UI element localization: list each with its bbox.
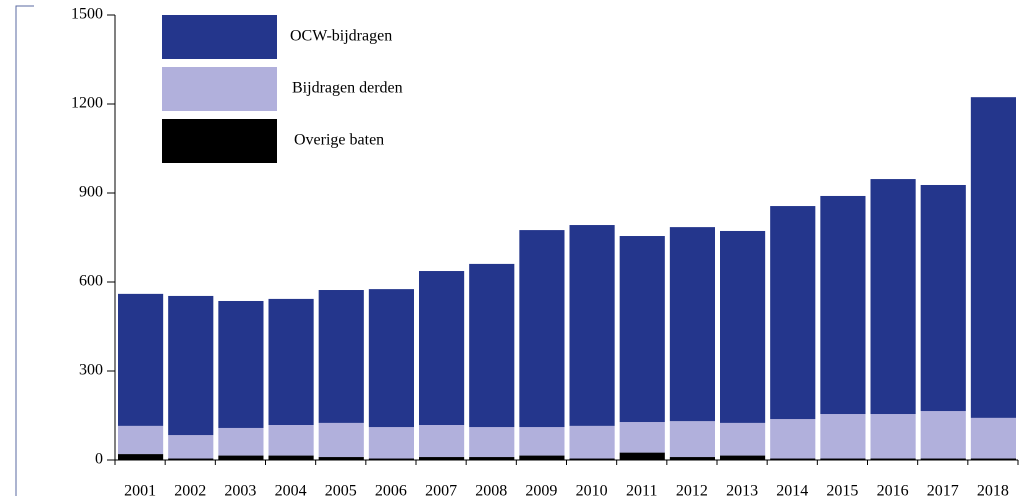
bar-segment <box>820 414 866 459</box>
bar-segment <box>970 97 1016 418</box>
bar-segment <box>920 458 966 460</box>
x-tick-label: 2005 <box>325 483 357 500</box>
bar-segment <box>419 424 465 458</box>
bar-segment <box>469 263 515 428</box>
x-tick-label: 2014 <box>776 483 808 500</box>
bar-segment <box>519 230 565 428</box>
bar-segment <box>970 458 1016 460</box>
bar-segment <box>720 422 766 456</box>
bar-segment <box>569 225 615 426</box>
bar-segment <box>920 411 966 459</box>
bar-segment <box>118 293 164 426</box>
bar-segment <box>419 271 465 425</box>
bar-segment <box>770 458 816 460</box>
bar-segment <box>970 417 1016 459</box>
bar-segment <box>569 425 615 459</box>
bar-segment <box>268 455 314 460</box>
x-tick-label: 2009 <box>525 483 557 500</box>
bar-segment <box>619 236 665 423</box>
x-tick-label: 2012 <box>676 483 708 500</box>
bar-segment <box>118 454 164 460</box>
bar-segment <box>318 457 364 460</box>
y-tick-label: 300 <box>79 362 103 379</box>
bar-segment <box>218 427 264 456</box>
bar-segment <box>669 457 715 460</box>
bar-segment <box>669 227 715 422</box>
x-tick-label: 2006 <box>375 483 407 500</box>
bar-segment <box>419 457 465 460</box>
bar-segment <box>720 455 766 460</box>
bar-segment <box>770 419 816 459</box>
bar-segment <box>168 458 214 460</box>
bar-segment <box>720 230 766 423</box>
bar-segment <box>569 458 615 460</box>
y-tick-label: 1500 <box>71 6 103 23</box>
bar-segment <box>368 427 414 459</box>
y-tick-label: 0 <box>95 451 103 468</box>
bar-segment <box>368 458 414 460</box>
x-tick-label: 2018 <box>977 483 1009 500</box>
x-tick-label: 2004 <box>275 483 307 500</box>
x-tick-label: 2001 <box>124 483 156 500</box>
x-tick-label: 2016 <box>877 483 909 500</box>
bar-segment <box>820 195 866 415</box>
bar-segment <box>318 422 364 458</box>
bar-segment <box>268 298 314 425</box>
y-tick-label: 1200 <box>71 95 103 112</box>
x-tick-label: 2002 <box>174 483 206 500</box>
bar-segment <box>168 295 214 436</box>
bar-segment <box>368 289 414 428</box>
bar-segment <box>318 290 364 423</box>
bar-segment <box>870 458 916 460</box>
x-tick-label: 2008 <box>475 483 507 500</box>
y-tick-label: 600 <box>79 273 103 290</box>
legend-label: Overige baten <box>294 132 384 149</box>
bar-segment <box>820 458 866 460</box>
bar-segment <box>268 424 314 456</box>
legend-label: Bijdragen derden <box>292 80 403 97</box>
bar-segment <box>118 425 164 455</box>
bar-segment <box>519 455 565 460</box>
bar-segment <box>870 179 916 415</box>
legend-swatch <box>162 119 277 163</box>
x-tick-label: 2010 <box>576 483 608 500</box>
bar-segment <box>469 427 515 458</box>
x-tick-label: 2015 <box>826 483 858 500</box>
bar-segment <box>218 300 264 428</box>
x-tick-label: 2011 <box>626 483 657 500</box>
bar-segment <box>469 457 515 460</box>
bar-segment <box>920 184 966 412</box>
bar-segment <box>218 455 264 460</box>
legend-swatch <box>162 67 277 111</box>
x-tick-label: 2017 <box>927 483 959 500</box>
y-tick-label: 900 <box>79 184 103 201</box>
bar-segment <box>168 435 214 459</box>
bar-segment <box>619 422 665 453</box>
bar-segment <box>519 427 565 456</box>
x-tick-label: 2007 <box>425 483 457 500</box>
legend-label: OCW-bijdragen <box>290 28 392 45</box>
x-tick-label: 2013 <box>726 483 758 500</box>
bar-segment <box>870 414 916 459</box>
frame <box>15 5 34 496</box>
x-tick-label: 2003 <box>224 483 256 500</box>
bar-segment <box>669 421 715 458</box>
bar-segment <box>619 452 665 460</box>
bar-segment <box>770 206 816 420</box>
legend-swatch <box>162 15 277 59</box>
